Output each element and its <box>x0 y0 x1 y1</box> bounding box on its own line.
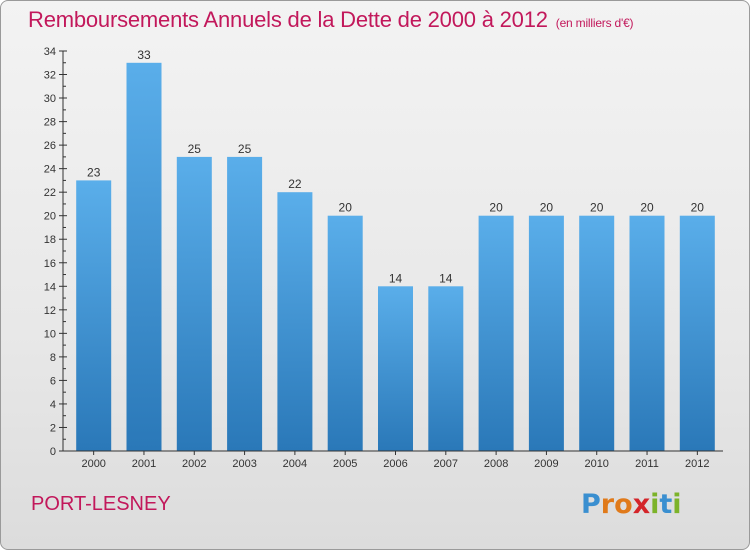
bar-2001 <box>126 62 162 452</box>
bar-2008 <box>478 215 514 451</box>
logo-letter: o <box>614 489 633 520</box>
y-tick-label-18: 18 <box>44 234 56 246</box>
data-label-2009: 20 <box>540 201 554 215</box>
y-tick-label-20: 20 <box>44 211 56 223</box>
x-tick-label-2005: 2005 <box>333 458 357 470</box>
y-tick-label-6: 6 <box>50 375 56 387</box>
proxiti-logo: Proxiti <box>581 489 682 520</box>
x-tick-label-2000: 2000 <box>81 458 105 470</box>
data-label-2012: 20 <box>691 201 705 215</box>
data-label-2006: 14 <box>389 271 403 285</box>
data-label-2001: 33 <box>137 48 151 62</box>
y-tick-label-0: 0 <box>50 446 56 458</box>
data-label-2010: 20 <box>590 201 604 215</box>
y-tick-label-14: 14 <box>44 281 56 293</box>
logo-letter: t <box>659 489 673 520</box>
y-tick-label-32: 32 <box>44 70 56 82</box>
x-tick-label-2006: 2006 <box>383 458 407 470</box>
bar-2010 <box>579 215 615 451</box>
logo-letter: i <box>650 489 660 520</box>
bars-group: 23 33 25 25 22 20 14 14 20 20 20 20 20 <box>76 48 715 452</box>
y-tick-label-30: 30 <box>44 93 56 105</box>
y-tick-label-10: 10 <box>44 328 56 340</box>
chart-subtitle: (en milliers d'€) <box>555 16 634 30</box>
x-tick-label-2003: 2003 <box>232 458 256 470</box>
commune-name: PORT-LESNEY <box>31 493 171 515</box>
y-tick-label-2: 2 <box>50 422 56 434</box>
chart-title-text: Remboursements Annuels de la Dette de 20… <box>28 7 548 32</box>
x-tick-label-2001: 2001 <box>132 458 156 470</box>
bar-2006 <box>378 286 413 451</box>
bar-2011 <box>629 215 665 451</box>
bar-2009 <box>528 215 564 451</box>
data-label-2004: 22 <box>288 177 302 191</box>
bar-2005 <box>327 215 363 451</box>
x-tick-label-2004: 2004 <box>283 458 307 470</box>
logo-letter: x <box>632 489 651 520</box>
axes-group: 2000 2001 2002 2003 2004 2005 2006 2007 2008 2009… <box>44 46 723 470</box>
bar-2000 <box>76 180 112 451</box>
data-label-2003: 25 <box>238 142 252 156</box>
data-label-2005: 20 <box>339 201 353 215</box>
x-tick-label-2010: 2010 <box>584 458 608 470</box>
x-tick-label-2008: 2008 <box>484 458 508 470</box>
logo-letter: r <box>600 489 615 520</box>
data-label-2000: 23 <box>87 165 101 179</box>
y-tick-label-24: 24 <box>44 164 56 176</box>
y-tick-label-16: 16 <box>44 258 56 270</box>
bar-2007 <box>428 286 464 451</box>
bar-2003 <box>227 156 263 451</box>
data-label-2008: 20 <box>489 201 503 215</box>
y-tick-label-12: 12 <box>44 305 56 317</box>
logo-letter: i <box>672 489 682 520</box>
logo-letter: P <box>581 489 601 520</box>
y-tick-label-4: 4 <box>50 399 56 411</box>
y-tick-label-8: 8 <box>50 352 56 364</box>
data-label-2007: 14 <box>439 271 453 285</box>
bar-2002 <box>176 156 212 451</box>
bar-2004 <box>277 192 313 451</box>
y-tick-label-34: 34 <box>44 46 56 58</box>
bar-2012 <box>679 215 715 451</box>
x-tick-label-2009: 2009 <box>534 458 558 470</box>
data-label-2002: 25 <box>188 142 202 156</box>
x-tick-label-2011: 2011 <box>635 458 659 470</box>
y-tick-label-22: 22 <box>44 187 56 199</box>
data-label-2011: 20 <box>640 201 654 215</box>
x-tick-label-2007: 2007 <box>434 458 458 470</box>
y-tick-label-28: 28 <box>44 117 56 129</box>
x-tick-label-2012: 2012 <box>685 458 709 470</box>
y-tick-label-26: 26 <box>44 140 56 152</box>
chart-title: Remboursements Annuels de la Dette de 20… <box>28 7 634 33</box>
x-tick-label-2002: 2002 <box>182 458 206 470</box>
